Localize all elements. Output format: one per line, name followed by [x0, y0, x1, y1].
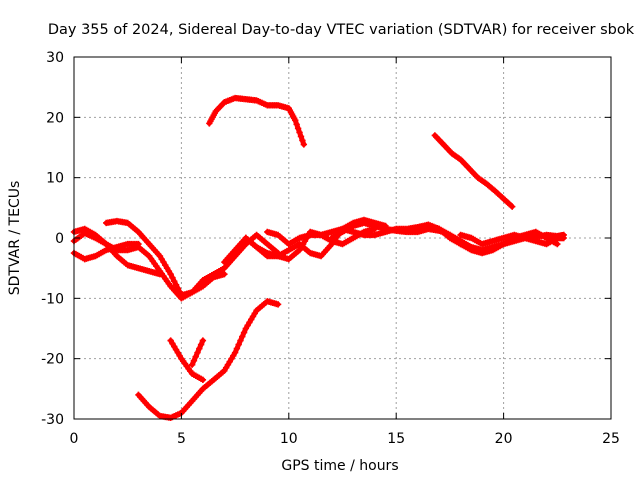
- y-tick-label: 30: [46, 50, 64, 66]
- series-arc-1: [70, 240, 142, 263]
- x-tick-label: 15: [387, 431, 405, 447]
- data-point: [190, 357, 198, 364]
- x-tick-label: 5: [177, 431, 186, 447]
- data-point: [233, 345, 241, 352]
- series-arc-4: [103, 217, 228, 299]
- data-point: [297, 133, 305, 140]
- data-point: [197, 341, 205, 348]
- x-tick-label: 10: [280, 431, 298, 447]
- data-point: [169, 274, 176, 281]
- series-arc-15: [431, 132, 516, 210]
- data-point: [560, 234, 567, 242]
- series-arc-3: [70, 225, 164, 278]
- x-tick-label: 20: [495, 431, 513, 447]
- data-series-layer: [70, 94, 567, 421]
- data-point: [156, 271, 164, 278]
- data-point: [221, 271, 228, 278]
- y-tick-label: 0: [55, 231, 64, 247]
- series-arc-5: [135, 298, 282, 421]
- data-point: [239, 333, 246, 340]
- x-axis-label: GPS time / hours: [281, 458, 398, 474]
- data-point: [293, 121, 300, 128]
- data-point: [274, 301, 282, 308]
- y-tick-label: 10: [46, 171, 64, 187]
- data-point: [199, 337, 207, 344]
- data-point: [296, 129, 303, 136]
- data-point: [172, 281, 180, 288]
- data-point: [192, 353, 199, 360]
- y-tick-label: -20: [41, 352, 64, 368]
- series-arc-7: [188, 337, 207, 368]
- data-point: [199, 376, 207, 383]
- x-tick-label: 25: [602, 431, 620, 447]
- chart-title: Day 355 of 2024, Sidereal Day-to-day VTE…: [48, 22, 635, 38]
- x-tick-label: 0: [70, 431, 79, 447]
- data-point: [554, 240, 561, 248]
- series-arc-13: [425, 222, 561, 257]
- series-arc-6: [167, 337, 207, 383]
- data-point: [188, 361, 196, 368]
- data-point: [508, 203, 516, 210]
- axis-ticks: 0 5 10 15 20 25 -30 -20 -10 0 10 20 30: [41, 50, 620, 447]
- data-point: [174, 285, 182, 292]
- data-point: [237, 337, 244, 344]
- data-point: [235, 341, 242, 348]
- data-point: [240, 329, 248, 336]
- series-arc-8: [206, 94, 308, 148]
- data-point: [292, 117, 299, 124]
- y-axis-label: SDTVAR / TECUs: [7, 181, 23, 296]
- data-point: [294, 125, 302, 132]
- data-point: [171, 278, 178, 285]
- data-point: [231, 349, 239, 356]
- series-arc-14: [457, 231, 567, 248]
- y-tick-label: 20: [46, 110, 64, 126]
- data-point: [299, 137, 306, 144]
- y-tick-label: -10: [41, 291, 64, 307]
- data-point: [196, 345, 203, 352]
- data-point: [176, 288, 183, 295]
- y-tick-label: -30: [41, 412, 64, 428]
- data-point: [194, 349, 201, 356]
- data-point: [167, 271, 174, 278]
- data-point: [300, 141, 308, 148]
